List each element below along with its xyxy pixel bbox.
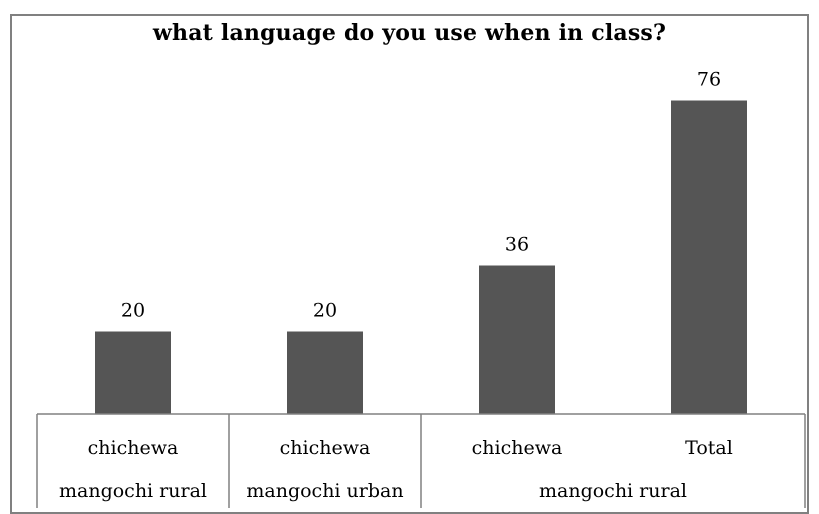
group-label-2: mangochi urban bbox=[246, 480, 403, 502]
bar-2 bbox=[287, 331, 363, 414]
bar-3 bbox=[479, 265, 555, 414]
bars-layer bbox=[95, 100, 747, 414]
data-label-2: 20 bbox=[313, 300, 337, 322]
data-labels-layer: 20 20 36 76 bbox=[121, 69, 721, 322]
bar-1 bbox=[95, 331, 171, 414]
group-label-3: mangochi rural bbox=[539, 480, 687, 502]
data-label-4: 76 bbox=[697, 69, 721, 91]
chart-title: what language do you use when in class? bbox=[152, 20, 667, 46]
data-label-1: 20 bbox=[121, 300, 145, 322]
tick-label-1: chichewa bbox=[88, 437, 179, 459]
category-axis-table: chichewa chichewa chichewa Total mangochi ru… bbox=[36, 413, 806, 508]
data-label-3: 36 bbox=[505, 234, 529, 256]
group-label-1: mangochi rural bbox=[59, 480, 207, 502]
bar-4 bbox=[671, 100, 747, 414]
tick-label-2: chichewa bbox=[280, 437, 371, 459]
tick-label-4: Total bbox=[685, 437, 733, 459]
tick-label-3: chichewa bbox=[472, 437, 563, 459]
